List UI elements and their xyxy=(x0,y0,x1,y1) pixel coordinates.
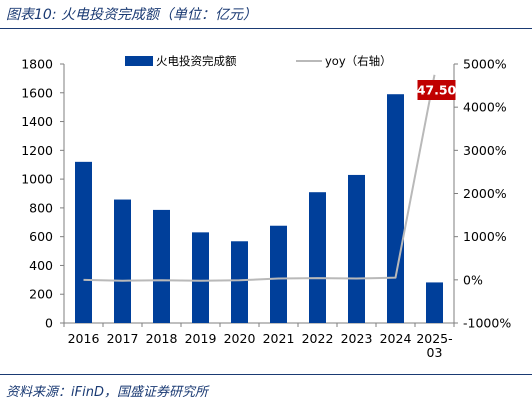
bar xyxy=(114,199,131,323)
right-tick-label: 2000% xyxy=(463,186,507,201)
bar xyxy=(309,192,326,323)
right-tick-label: 4000% xyxy=(463,100,507,115)
right-tick-label: 5000% xyxy=(463,57,507,72)
axes-group: 0 200 400 600 800 1000 1200 1400 1600 1800 -1000% 0… xyxy=(21,57,511,361)
left-tick-label: 200 xyxy=(29,287,53,302)
x-tick-label: 2018 xyxy=(146,331,178,346)
left-tick-label: 1200 xyxy=(21,143,53,158)
x-tick-label: 2017 xyxy=(107,331,139,346)
x-tick-label: 2025-03 xyxy=(416,331,452,360)
legend-line-label: yoy（右轴） xyxy=(325,54,392,68)
chart: 0 200 400 600 800 1000 1200 1400 1600 1800 -1000% 0… xyxy=(21,54,511,361)
right-tick-label: 3000% xyxy=(463,143,507,158)
bar xyxy=(75,161,92,323)
yoy-line xyxy=(83,74,436,282)
left-tick-label: 400 xyxy=(29,258,53,273)
source-note: 资料来源：iFinD，国盛证券研究所 xyxy=(6,385,208,400)
right-tick-label: 0% xyxy=(463,272,483,287)
callout-label: 47.50 xyxy=(417,83,457,98)
right-tick-label: 1000% xyxy=(463,229,507,244)
legend-bar-label: 火电投资完成额 xyxy=(156,54,237,68)
x-tick-label: 2020 xyxy=(224,331,256,346)
right-tick-label: -1000% xyxy=(463,316,511,331)
yoy-line-group xyxy=(83,74,436,282)
bar xyxy=(348,174,365,323)
left-tick-label: 0 xyxy=(45,316,53,331)
annotation-callout: 47.50 xyxy=(417,80,457,100)
bar xyxy=(153,209,170,323)
x-tick-label: 2023 xyxy=(341,331,373,346)
legend-bar-swatch xyxy=(125,56,153,66)
figure-title: 图表10: 火电投资完成额（单位：亿元） xyxy=(6,7,257,23)
bars-group xyxy=(75,94,443,323)
left-tick-label: 800 xyxy=(29,200,53,215)
bar xyxy=(192,232,209,323)
x-tick-label: 2021 xyxy=(263,331,295,346)
x-tick-label: 2019 xyxy=(185,331,217,346)
left-tick-label: 1800 xyxy=(21,57,53,72)
left-tick-label: 1400 xyxy=(21,114,53,129)
bar xyxy=(426,282,443,323)
x-tick-label: 2024 xyxy=(380,331,412,346)
x-tick-label: 2022 xyxy=(302,331,334,346)
title-divider xyxy=(0,28,532,29)
callout-box xyxy=(417,80,456,100)
source-divider xyxy=(0,374,532,375)
bar xyxy=(270,225,287,323)
bar xyxy=(387,94,404,323)
left-tick-label: 1000 xyxy=(21,172,53,187)
left-tick-label: 1600 xyxy=(21,85,53,100)
x-tick-label: 2016 xyxy=(68,331,100,346)
bar xyxy=(231,241,248,323)
legend: 火电投资完成额 yoy（右轴） xyxy=(125,54,392,68)
left-tick-label: 600 xyxy=(29,229,53,244)
